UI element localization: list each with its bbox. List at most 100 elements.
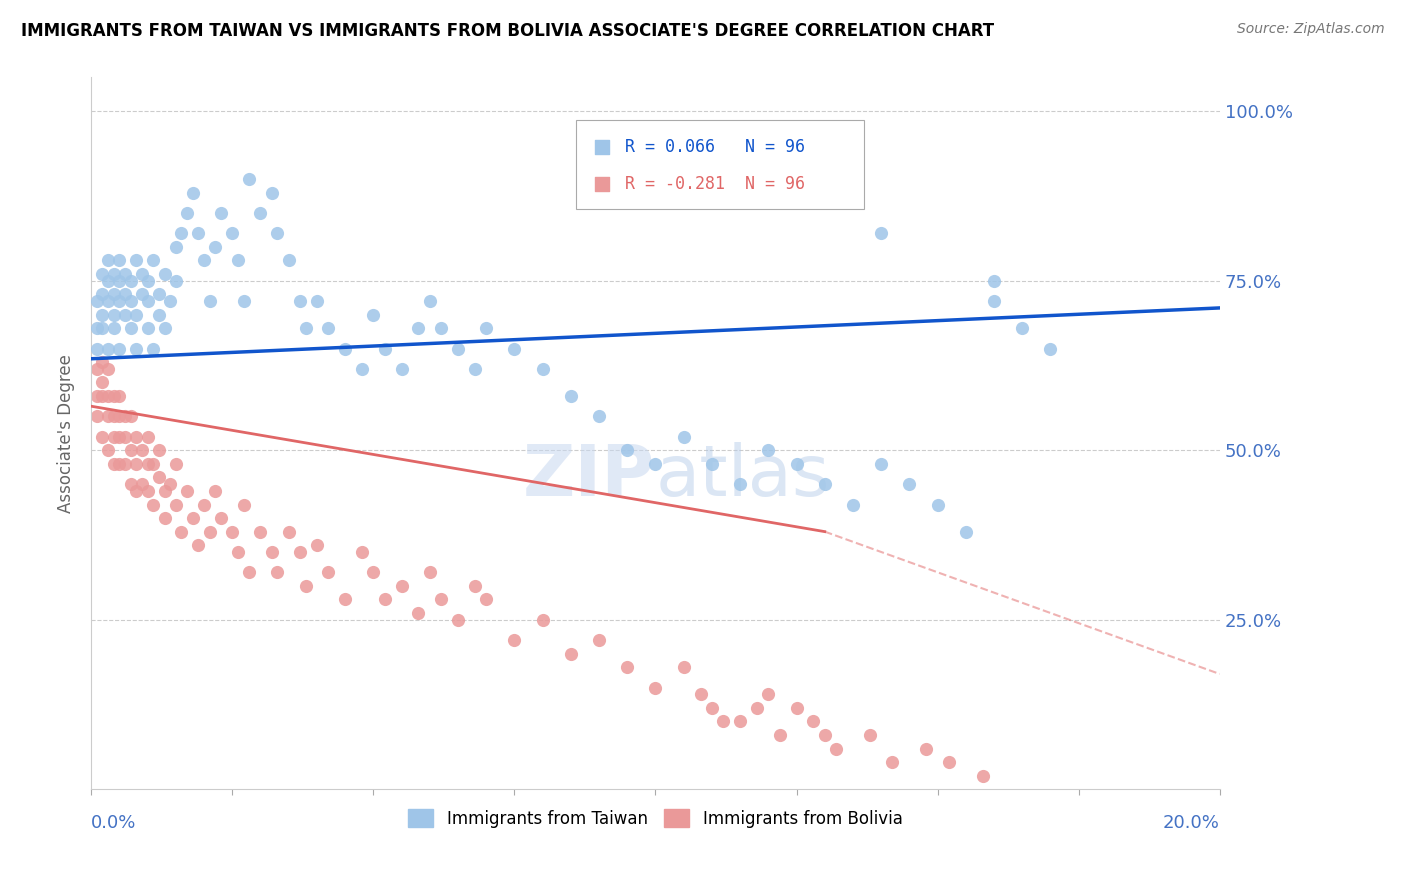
Point: [1011, 321, 1033, 335]
Point: [97, 294, 120, 309]
Point: [226, 545, 249, 559]
Point: [204, 483, 226, 498]
Point: [814, 477, 837, 491]
Point: [103, 287, 125, 301]
Point: [131, 443, 153, 458]
Point: [803, 714, 825, 729]
Point: [644, 457, 666, 471]
Point: [198, 524, 221, 539]
Point: [915, 741, 938, 756]
Point: [91, 308, 114, 322]
Point: [745, 701, 768, 715]
Point: [153, 267, 176, 281]
Point: [142, 342, 165, 356]
Point: [198, 294, 221, 309]
Point: [616, 443, 638, 458]
Point: [136, 321, 159, 335]
Point: [142, 498, 165, 512]
Point: [221, 524, 243, 539]
Point: [181, 511, 204, 525]
FancyBboxPatch shape: [576, 120, 865, 209]
Text: ZIP: ZIP: [523, 442, 655, 510]
Point: [305, 538, 328, 552]
Point: [103, 457, 125, 471]
Point: [226, 253, 249, 268]
Point: [176, 206, 198, 220]
Point: [728, 477, 751, 491]
Point: [97, 362, 120, 376]
Point: [103, 267, 125, 281]
Point: [260, 186, 283, 200]
Point: [108, 457, 131, 471]
Point: [108, 253, 131, 268]
Point: [363, 308, 385, 322]
Point: [142, 253, 165, 268]
Point: [165, 240, 187, 254]
Text: IMMIGRANTS FROM TAIWAN VS IMMIGRANTS FROM BOLIVIA ASSOCIATE'S DEGREE CORRELATION: IMMIGRANTS FROM TAIWAN VS IMMIGRANTS FRO…: [21, 22, 994, 40]
Point: [142, 457, 165, 471]
Point: [91, 355, 114, 369]
Point: [238, 566, 260, 580]
Point: [97, 443, 120, 458]
Point: [972, 769, 994, 783]
Point: [153, 483, 176, 498]
Point: [181, 186, 204, 200]
Y-axis label: Associate's Degree: Associate's Degree: [58, 354, 75, 513]
Point: [786, 457, 808, 471]
Point: [159, 294, 181, 309]
Point: [114, 287, 136, 301]
Point: [170, 524, 193, 539]
Point: [97, 253, 120, 268]
Point: [136, 294, 159, 309]
Point: [114, 409, 136, 424]
Point: [350, 545, 373, 559]
Point: [187, 227, 209, 241]
Point: [136, 457, 159, 471]
Point: [91, 287, 114, 301]
Point: [108, 342, 131, 356]
Point: [232, 498, 254, 512]
Point: [148, 287, 170, 301]
Point: [756, 687, 779, 701]
Point: [153, 321, 176, 335]
Point: [131, 477, 153, 491]
Point: [288, 294, 311, 309]
Point: [153, 511, 176, 525]
Point: [616, 660, 638, 674]
Point: [148, 308, 170, 322]
Point: [333, 592, 356, 607]
Point: [86, 342, 108, 356]
Point: [91, 376, 114, 390]
Point: [165, 457, 187, 471]
Point: [114, 267, 136, 281]
Point: [165, 498, 187, 512]
Point: [193, 498, 215, 512]
Point: [97, 389, 120, 403]
Point: [814, 186, 837, 200]
Point: [165, 274, 187, 288]
Point: [316, 321, 339, 335]
Text: 20.0%: 20.0%: [1163, 814, 1220, 832]
Point: [1039, 342, 1062, 356]
Point: [159, 477, 181, 491]
Point: [131, 287, 153, 301]
Point: [204, 240, 226, 254]
Point: [983, 294, 1005, 309]
Point: [531, 362, 554, 376]
Point: [108, 389, 131, 403]
Point: [249, 524, 271, 539]
Point: [91, 389, 114, 403]
Point: [842, 498, 865, 512]
Point: [503, 633, 526, 648]
Point: [187, 538, 209, 552]
Point: [125, 342, 148, 356]
Legend: Immigrants from Taiwan, Immigrants from Bolivia: Immigrants from Taiwan, Immigrants from …: [402, 803, 910, 834]
Point: [700, 457, 723, 471]
Point: [363, 566, 385, 580]
Point: [870, 457, 893, 471]
Point: [938, 755, 960, 769]
Point: [91, 267, 114, 281]
Point: [408, 606, 430, 620]
Point: [266, 566, 288, 580]
Point: [103, 389, 125, 403]
